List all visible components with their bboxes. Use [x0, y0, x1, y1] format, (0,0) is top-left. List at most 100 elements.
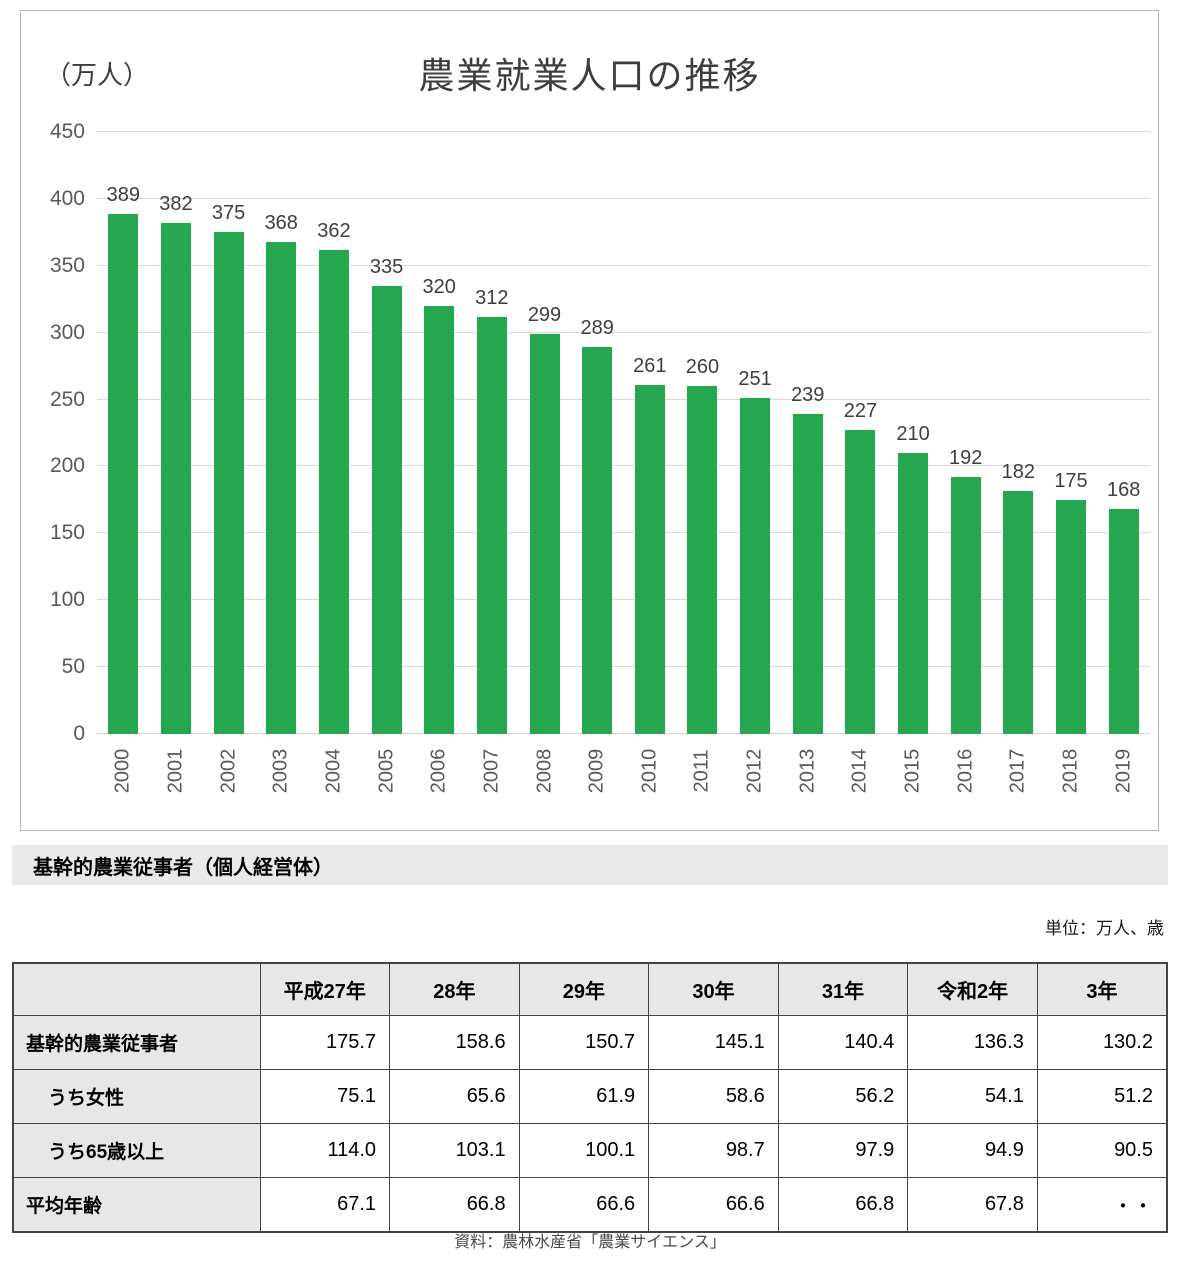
bar	[108, 213, 139, 734]
data-cell: 100.1	[518, 1123, 650, 1178]
data-cell: 66.8	[389, 1177, 520, 1233]
data-cell: 66.6	[648, 1177, 779, 1233]
y-tick-label: 100	[49, 588, 85, 612]
data-cell: 61.9	[518, 1069, 650, 1124]
bar-column: 382 2001	[150, 132, 203, 793]
gridline	[97, 599, 1150, 601]
bar	[266, 241, 297, 734]
x-axis-label: 2001	[164, 748, 187, 794]
bar	[318, 249, 349, 734]
bar-column: 289 2009	[571, 132, 624, 793]
bar-value-label: 299	[527, 304, 562, 327]
data-cell: 51.2	[1036, 1069, 1168, 1124]
x-axis-label: 2005	[375, 748, 398, 794]
x-axis-label: 2017	[1006, 748, 1029, 794]
bar-column: 175 2018	[1045, 132, 1098, 793]
column-header: 令和2年	[907, 962, 1038, 1016]
bar	[845, 430, 876, 734]
bar-value-label: 251	[738, 368, 772, 391]
data-table: 平成27年 28年 29年 30年 31年 令和2年 3年 基幹的農業従事者 175.7 158…	[12, 962, 1168, 1233]
data-cell: 150.7	[518, 1015, 650, 1070]
table-corner-cell	[12, 962, 261, 1016]
bar-value-label: 375	[211, 202, 246, 225]
row-header: うち女性	[12, 1069, 261, 1124]
data-cell: 75.1	[259, 1069, 391, 1124]
data-cell: 65.6	[389, 1069, 520, 1124]
bar-column: 335 2005	[360, 132, 413, 793]
x-axis-label: 2014	[848, 748, 871, 794]
x-axis-label: 2006	[427, 748, 450, 794]
bar-value-label: 289	[580, 317, 614, 340]
data-cell: 130.2	[1036, 1015, 1168, 1070]
column-header: 30年	[648, 962, 779, 1016]
column-header: 28年	[389, 962, 520, 1016]
gridline	[97, 131, 1150, 132]
bar	[740, 398, 771, 734]
y-tick-label: 250	[49, 387, 85, 411]
y-tick-label: 0	[73, 722, 85, 745]
bar-column: 375 2002	[202, 132, 255, 793]
x-axis-label: 2019	[1112, 748, 1135, 794]
bar-column: 227 2014	[834, 132, 887, 793]
data-cell: 140.4	[777, 1015, 909, 1070]
bar-value-label: 368	[264, 211, 298, 234]
y-tick-label: 300	[49, 320, 85, 344]
bar	[687, 386, 718, 734]
data-cell: 97.9	[777, 1123, 909, 1178]
data-cell: 90.5	[1036, 1123, 1168, 1178]
bar-value-label: 312	[475, 286, 509, 309]
bar-column: 260 2011	[676, 132, 729, 792]
bar-column: 368 2003	[255, 132, 308, 794]
bar	[582, 347, 613, 734]
data-cell: 103.1	[389, 1123, 520, 1178]
gridline	[97, 532, 1150, 534]
data-cell: 58.6	[648, 1069, 779, 1124]
bar	[1003, 490, 1034, 734]
bar-column: 210 2015	[887, 132, 940, 793]
section-heading-bar: 基幹的農業従事者（個人経営体）	[12, 845, 1168, 885]
x-axis-label: 2013	[796, 748, 819, 794]
y-tick-label: 400	[49, 186, 85, 210]
x-axis-label: 2016	[954, 748, 977, 794]
gridline	[97, 331, 1150, 333]
bar-column: 168 2019	[1097, 132, 1150, 793]
bar-value-label: 192	[949, 447, 983, 470]
bar-value-label: 382	[159, 192, 193, 215]
gridline	[97, 733, 1150, 734]
table-body: 基幹的農業従事者 175.7 158.6 150.7 145.1 140.4 136.3 13…	[12, 1015, 1168, 1233]
bar-value-label: 335	[369, 255, 404, 278]
bar	[213, 232, 244, 734]
bar-value-label: 210	[896, 423, 930, 446]
row-header: 基幹的農業従事者	[12, 1015, 261, 1070]
bar-column: 261 2010	[624, 132, 677, 793]
bar-column: 239 2013	[781, 132, 834, 793]
data-cell: ・・	[1036, 1177, 1168, 1233]
data-cell: 145.1	[648, 1015, 779, 1070]
section-heading: 基幹的農業従事者（個人経営体）	[33, 856, 333, 879]
chart-title: 農業就業人口の推移	[418, 55, 761, 96]
bar	[792, 414, 823, 734]
y-tick-label: 200	[49, 454, 85, 478]
x-axis-label: 2007	[480, 748, 503, 794]
y-tick-label: 50	[61, 655, 85, 679]
table-row: 平均年齢 67.1 66.8 66.6 66.6 66.8 67.8 ・・	[12, 1177, 1168, 1233]
bar	[634, 384, 665, 734]
gridline	[97, 666, 1150, 668]
data-cell: 56.2	[777, 1069, 909, 1124]
column-header: 29年	[518, 962, 650, 1016]
table-row: うち女性 75.1 65.6 61.9 58.6 56.2 54.1 51.2	[12, 1069, 1168, 1124]
row-header: 平均年齢	[12, 1177, 261, 1233]
bar-value-label: 320	[422, 275, 456, 298]
x-axis-label: 2009	[585, 748, 608, 794]
x-axis-label: 2004	[322, 748, 345, 794]
x-axis-label: 2018	[1059, 748, 1082, 794]
bar-value-label: 168	[1106, 479, 1141, 502]
bar	[898, 453, 929, 734]
x-axis-label: 2000	[111, 748, 134, 794]
unit-note: 単位：万人、歳	[1045, 919, 1164, 938]
x-axis-label: 2012	[743, 748, 766, 794]
table-row: うち65歳以上 114.0 103.1 100.1 98.7 97.9 94.9 90.5	[12, 1123, 1168, 1178]
bar	[371, 285, 402, 734]
table-header-row: 平成27年 28年 29年 30年 31年 令和2年 3年	[12, 962, 1168, 1016]
